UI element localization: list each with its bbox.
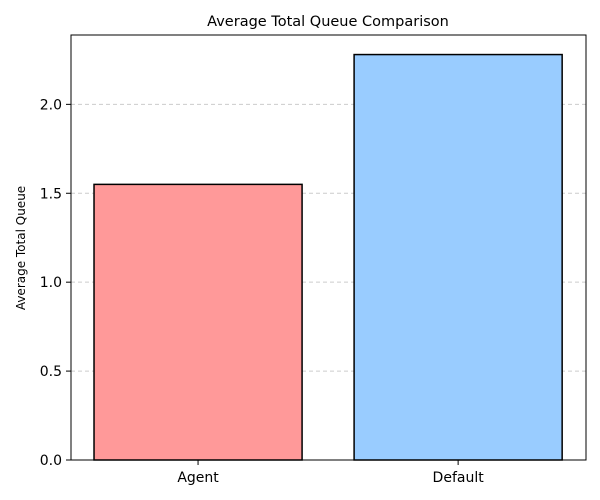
y-tick-label: 2.0 [40,97,62,113]
bar-agent [93,183,303,461]
x-tick-label: Agent [177,470,219,486]
x-tick-label: Default [433,470,485,486]
chart-title: Average Total Queue Comparison [207,14,449,30]
y-axis-label: Average Total Queue [14,186,28,310]
y-tick-label: 0.5 [40,364,62,380]
y-axis-ticks: 0.0 0.5 1.0 1.5 2.0 [40,97,71,469]
bars [93,53,563,461]
x-axis-ticks: Agent Default [177,460,484,486]
y-tick-label: 0.0 [40,453,62,469]
y-tick-label: 1.5 [40,186,62,202]
bar-default [353,53,563,461]
plot-frame [70,34,587,461]
y-tick-label: 1.0 [40,275,62,291]
